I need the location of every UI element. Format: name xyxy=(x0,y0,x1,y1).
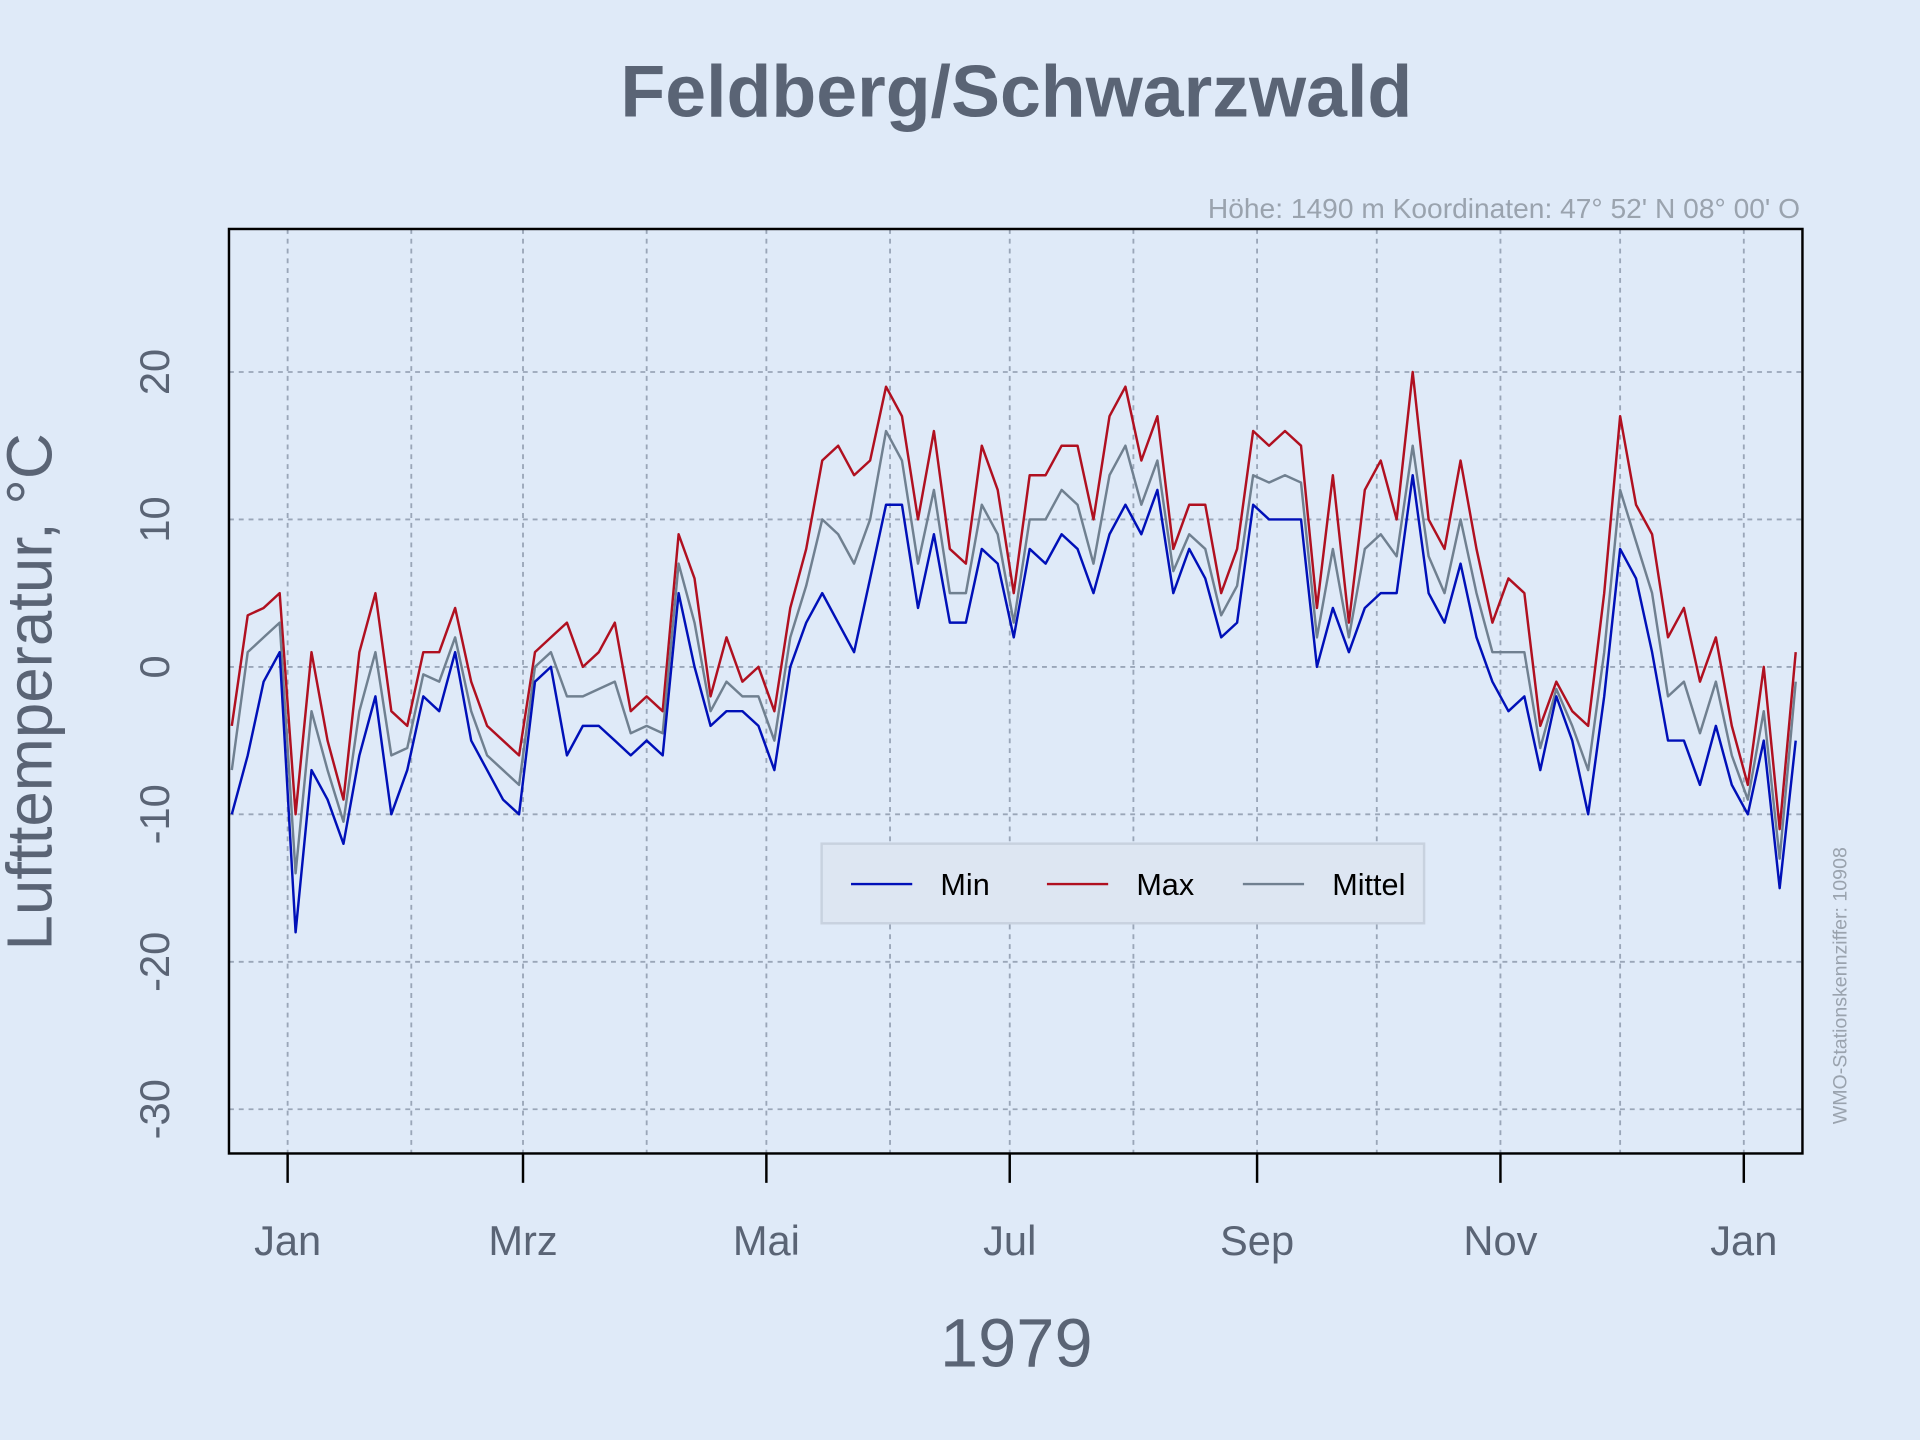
y-tick-label: 0 xyxy=(131,655,178,678)
chart-title: Feldberg/Schwarzwald xyxy=(620,49,1412,132)
legend-label: Min xyxy=(940,868,989,902)
x-tick-label: Nov xyxy=(1463,1217,1537,1264)
subtitle: Höhe: 1490 m Koordinaten: 47° 52' N 08° … xyxy=(1208,193,1800,224)
y-tick-label: 20 xyxy=(131,349,178,395)
series-line xyxy=(230,370,1797,831)
legend-label: Mittel xyxy=(1332,868,1405,902)
side-note: WMO-Stationskennziffer: 10908 xyxy=(1830,847,1852,1124)
lines xyxy=(230,370,1797,934)
x-tick-label: Mai xyxy=(733,1217,800,1264)
x-tick-label: Jul xyxy=(983,1217,1036,1264)
plot-frame xyxy=(227,227,1804,1155)
x-tick-label: Jan xyxy=(1710,1217,1777,1264)
y-tick-label: -10 xyxy=(131,784,178,844)
grid xyxy=(228,228,1803,1154)
series-line xyxy=(230,429,1797,875)
y-axis-label: Lufttemperatur, °C xyxy=(0,433,65,950)
x-axis-label: 1979 xyxy=(940,1305,1093,1382)
legend: Min Max Mittel xyxy=(820,842,1426,925)
x-tick-label: Jan xyxy=(254,1217,321,1264)
legend-box xyxy=(820,842,1426,925)
series-line xyxy=(230,474,1797,934)
x-tick-label: Sep xyxy=(1220,1217,1294,1264)
x-tick-label: Mrz xyxy=(488,1217,557,1264)
y-tick-label: -20 xyxy=(131,932,178,992)
y-tick-label: -30 xyxy=(131,1079,178,1139)
legend-label: Max xyxy=(1136,868,1194,902)
y-tick-label: 10 xyxy=(131,496,178,542)
